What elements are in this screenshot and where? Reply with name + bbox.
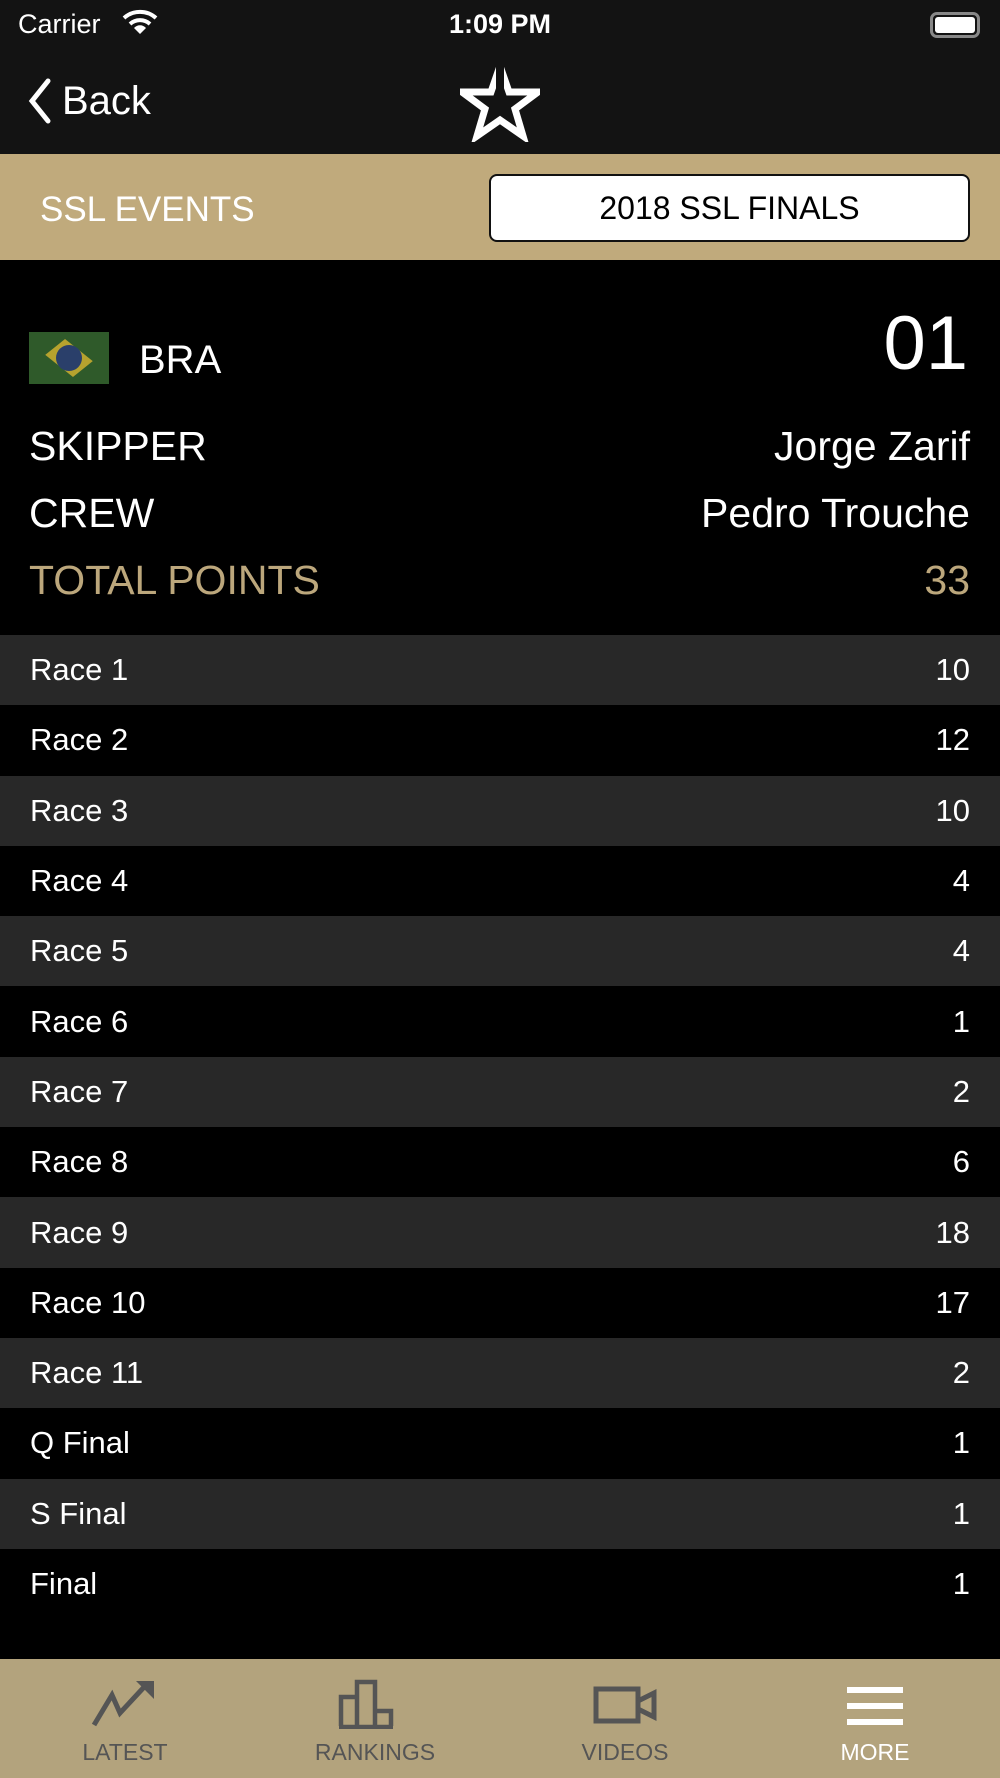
race-name: Race 5 [30,933,129,969]
race-name: Race 3 [30,792,129,828]
race-points: 4 [952,863,970,899]
wifi-icon [122,9,158,34]
country-code: BRA [139,338,222,382]
total-points-value: 33 [924,557,970,603]
tab-more[interactable]: MORE [750,1659,1000,1778]
race-row: Race 10 17 [0,1267,1000,1338]
race-row: Q Final 1 [0,1408,1000,1479]
back-label: Back [62,78,151,123]
race-name: Race 6 [30,1003,129,1039]
race-points: 18 [935,1214,970,1250]
race-row: Race 2 12 [0,705,1000,776]
race-name: Race 4 [30,863,129,899]
skipper-row: SKIPPER Jorge Zarif [29,423,970,470]
race-name: Race 10 [30,1284,146,1320]
tab-latest[interactable]: LATEST [0,1659,250,1778]
race-points: 1 [952,1495,970,1531]
tab-videos[interactable]: VIDEOS [500,1659,750,1778]
race-row: Race 8 6 [0,1127,1000,1198]
nav-bar: Back [0,50,1000,154]
crew-row: CREW Pedro Trouche [29,490,970,537]
race-points: 2 [952,1073,970,1109]
status-bar: Carrier 1:09 PM [0,0,1000,50]
race-name: Race 8 [30,1144,129,1180]
race-row: Race 3 10 [0,775,1000,846]
race-points: 10 [935,652,970,688]
race-points: 6 [952,1144,970,1180]
star-logo-icon [460,62,540,142]
team-rank: 01 [883,301,968,386]
race-row: Race 1 10 [0,635,1000,706]
total-points-row: TOTAL POINTS 33 [29,557,970,604]
race-points: 1 [952,1003,970,1039]
chevron-left-icon [28,78,51,124]
events-bar: SSL EVENTS 2018 SSL FINALS [0,154,1000,260]
video-icon [593,1686,657,1724]
race-row: S Final 1 [0,1478,1000,1549]
tab-label: VIDEOS [581,1739,669,1765]
race-row: Race 7 2 [0,1056,1000,1128]
clock: 1:09 PM [448,9,552,39]
battery-icon [930,12,980,38]
race-row: Final 1 [0,1548,1000,1620]
crew-label: CREW [29,490,155,536]
menu-icon [847,1687,903,1725]
race-row: Race 5 4 [0,916,1000,987]
trend-icon [91,1681,154,1727]
total-points-label: TOTAL POINTS [29,557,320,603]
tab-label: LATEST [82,1739,168,1765]
race-points: 12 [935,722,970,758]
race-points: 2 [952,1355,970,1391]
race-points: 10 [935,792,970,828]
race-row: Race 9 18 [0,1197,1000,1268]
podium-icon [338,1679,394,1729]
events-label: SSL EVENTS [40,190,255,229]
tab-label: MORE [840,1739,910,1765]
skipper-label: SKIPPER [29,423,207,469]
tab-label: RANKINGS [314,1739,436,1765]
race-name: S Final [30,1495,127,1531]
back-button[interactable]: Back [28,78,151,124]
race-name: Final [30,1566,98,1601]
race-points: 17 [935,1284,970,1320]
race-name: Q Final [30,1425,130,1461]
race-name: Race 1 [30,652,129,688]
skipper-name: Jorge Zarif [774,423,970,469]
team-info: BRA 01 SKIPPER Jorge Zarif CREW Pedro Trou… [0,260,1000,635]
tab-bar: LATEST RANKINGS VIDEOS MORE [0,1659,1000,1778]
race-points: 4 [952,933,970,969]
tab-rankings[interactable]: RANKINGS [250,1659,500,1778]
race-name: Race 9 [30,1214,129,1250]
race-points: 1 [952,1566,970,1601]
race-list: Race 1 10 Race 2 12 Race 3 10 Race 4 4 Race 5 4 Ra… [0,635,1000,1620]
race-name: Race 7 [30,1073,129,1109]
race-row: Race 6 1 [0,986,1000,1057]
race-row: Race 4 4 [0,845,1000,917]
race-row: Race 11 2 [0,1337,1000,1409]
race-points: 1 [952,1425,970,1461]
event-selector[interactable]: 2018 SSL FINALS [489,174,970,242]
brazil-flag-icon [29,332,109,384]
carrier-label: Carrier [18,9,101,39]
race-name: Race 2 [30,722,129,758]
crew-name: Pedro Trouche [701,490,970,536]
race-name: Race 11 [30,1355,144,1391]
